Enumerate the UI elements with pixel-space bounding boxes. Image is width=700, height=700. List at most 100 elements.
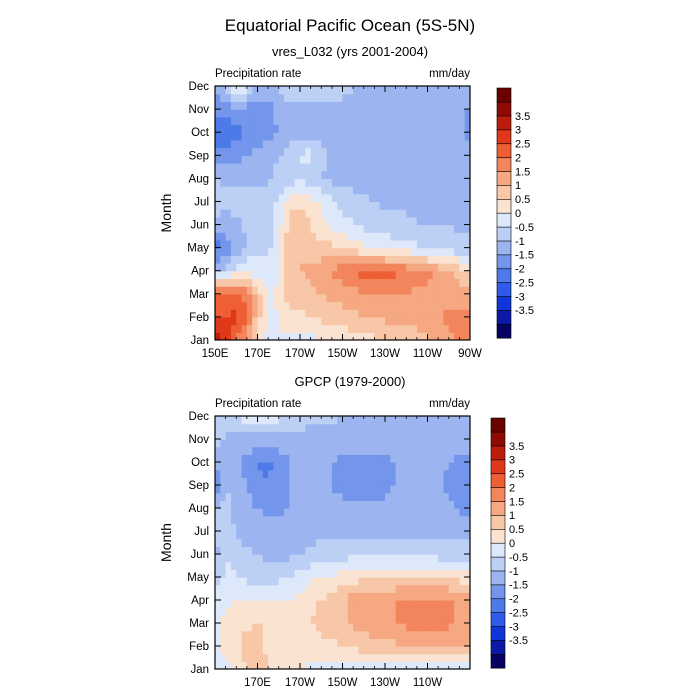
heatmap-cell (326, 101, 333, 110)
heatmap-cell (294, 531, 301, 540)
heatmap-cell (268, 538, 275, 547)
heatmap-cell (268, 416, 275, 425)
heatmap-cell (438, 469, 445, 478)
heatmap-cell (443, 630, 450, 639)
heatmap-cell (438, 309, 445, 318)
heatmap-cell (395, 239, 402, 249)
heatmap-cell (379, 630, 386, 639)
heatmap-cell (262, 439, 269, 448)
heatmap-cell (246, 439, 253, 448)
heatmap-cell (369, 546, 375, 555)
heatmap-cell (363, 216, 370, 226)
heatmap-cell (315, 93, 322, 102)
heatmap-cell (342, 515, 349, 524)
heatmap-cell (363, 101, 370, 110)
heatmap-cell (443, 538, 450, 547)
heatmap-cell (374, 623, 381, 632)
heatmap-cell (448, 186, 455, 195)
heatmap-cell (432, 178, 439, 187)
heatmap-cell (246, 232, 253, 241)
colorbar-label: -3.5 (515, 305, 534, 317)
heatmap-cell (385, 263, 391, 272)
heatmap-cell (438, 592, 445, 601)
heatmap-cell (310, 531, 317, 540)
heatmap-cell (443, 416, 450, 425)
heatmap-cell (225, 93, 232, 102)
heatmap-cell (215, 653, 221, 662)
heatmap-cell (342, 139, 349, 149)
heatmap-cell (369, 523, 375, 532)
heatmap-cell (220, 209, 227, 218)
heatmap-cell (337, 86, 344, 95)
heatmap-cell (331, 239, 338, 249)
heatmap-cell (284, 232, 290, 241)
heatmap-cell (390, 162, 397, 172)
colorbar-swatch (490, 487, 506, 502)
heatmap-cell (273, 508, 280, 517)
heatmap-cell (331, 561, 338, 570)
heatmap-cell (353, 531, 360, 540)
heatmap-cell (337, 101, 344, 110)
heatmap-cell (315, 209, 322, 218)
heatmap-cell (432, 270, 439, 280)
heatmap-cell (262, 508, 269, 517)
heatmap-cell (215, 101, 221, 110)
heatmap-cell (230, 531, 237, 540)
heatmap-cell (326, 332, 333, 340)
heatmap-cell (400, 239, 407, 249)
heatmap-cell (390, 224, 397, 233)
heatmap-cell (268, 286, 275, 295)
heatmap-cell (337, 263, 344, 272)
heatmap-cell (347, 332, 354, 340)
heatmap-cell (321, 232, 328, 241)
heatmap-cell (379, 446, 386, 455)
heatmap-cell (215, 224, 221, 233)
heatmap-cell (438, 247, 445, 256)
heatmap-cell (220, 286, 227, 295)
heatmap-cell (406, 332, 413, 340)
heatmap-cell (406, 485, 413, 494)
heatmap-cell (305, 485, 312, 494)
heatmap-cell (427, 439, 434, 448)
heatmap-cell (369, 93, 375, 102)
heatmap-cell (337, 232, 344, 241)
heatmap-cell (284, 193, 290, 203)
heatmap-cell (369, 454, 375, 463)
heatmap-cell (427, 309, 434, 318)
heatmap-cell (459, 607, 466, 616)
heatmap-cell (230, 431, 237, 440)
heatmap-cell (427, 132, 434, 141)
heatmap-cell (289, 147, 296, 156)
heatmap-cell (289, 446, 296, 455)
heatmap-cell (321, 132, 328, 141)
heatmap-cell (273, 661, 280, 669)
heatmap-cell (459, 170, 466, 179)
heatmap-cell (385, 653, 391, 662)
heatmap-cell (230, 239, 237, 249)
heatmap-cell (300, 286, 306, 295)
x-tick-label: 150W (327, 348, 357, 360)
heatmap-cell (379, 162, 386, 172)
heatmap-cell (374, 201, 381, 210)
heatmap-cell (220, 554, 227, 563)
heatmap-cell (411, 623, 418, 632)
heatmap-cell (252, 508, 259, 517)
heatmap-cell (369, 531, 375, 540)
heatmap-cell (390, 515, 397, 524)
heatmap-cell (284, 431, 290, 440)
units-label: mm/day (429, 398, 470, 410)
heatmap-cell (278, 162, 285, 172)
heatmap-cell (406, 469, 413, 478)
heatmap-cell (220, 324, 227, 333)
heatmap-cell (315, 561, 322, 570)
heatmap-cell (236, 569, 243, 578)
heatmap-cell (416, 93, 423, 102)
heatmap-cell (406, 600, 413, 609)
heatmap-cell (337, 600, 344, 609)
heatmap-cell (454, 500, 460, 509)
heatmap-cell (448, 209, 455, 218)
heatmap-cell (464, 561, 470, 570)
heatmap-cell (241, 139, 248, 149)
heatmap-cell (385, 500, 391, 509)
heatmap-cell (337, 216, 344, 226)
